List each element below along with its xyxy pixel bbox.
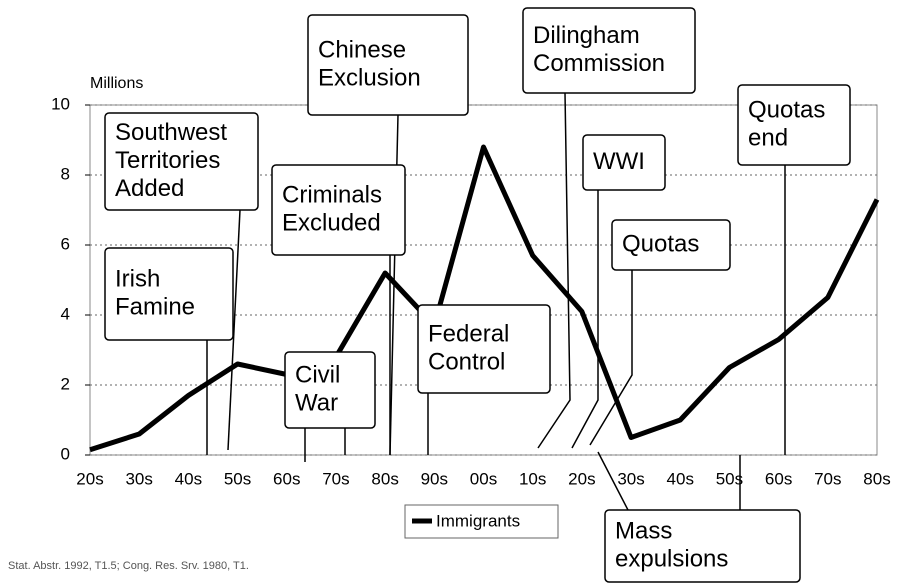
y-tick-label: 2 (61, 374, 70, 393)
annotation-box (104, 112, 259, 211)
annotation-box (307, 14, 469, 116)
annotation-text: Quotas (748, 96, 825, 123)
y-tick-label: 10 (51, 94, 70, 113)
y-axis-label: Millions (90, 75, 143, 92)
source-note: Stat. Abstr. 1992, T1.5; Cong. Res. Srv.… (8, 560, 249, 572)
annotation-text: Civil (295, 361, 340, 388)
x-tick-label: 20s (76, 469, 103, 488)
x-tick-label: 50s (224, 469, 251, 488)
annotation-text: Excluded (282, 209, 381, 236)
legend-label: Immigrants (436, 511, 520, 530)
annotation-box (417, 304, 551, 394)
annotation-box (271, 164, 406, 256)
annotation-text: Territories (115, 147, 220, 174)
x-tick-label: 00s (470, 469, 497, 488)
x-tick-label: 20s (568, 469, 595, 488)
annotation-text: Exclusion (318, 64, 421, 91)
x-tick-label: 30s (125, 469, 152, 488)
annotation-text: Added (115, 175, 184, 202)
y-tick-label: 8 (61, 164, 70, 183)
annotation-leader (597, 451, 629, 511)
x-tick-label: 60s (273, 469, 300, 488)
annotation-text: Criminals (282, 181, 382, 208)
annotation-text: expulsions (615, 545, 728, 572)
annotation-box (284, 351, 376, 429)
annotation-text: Federal (428, 320, 509, 347)
annotation-text: Commission (533, 50, 665, 77)
annotation-box (582, 134, 666, 191)
annotation-box (522, 7, 696, 94)
x-tick-label: 70s (814, 469, 841, 488)
annotation-text: Mass (615, 517, 672, 544)
x-tick-label: 30s (617, 469, 644, 488)
annotation-leader (227, 209, 241, 451)
annotation-text: Famine (115, 293, 195, 320)
x-tick-label: 70s (322, 469, 349, 488)
y-tick-label: 0 (61, 444, 70, 463)
x-tick-label: 40s (175, 469, 202, 488)
annotation-text: War (295, 389, 338, 416)
x-tick-label: 90s (421, 469, 448, 488)
annotation-leader (537, 92, 571, 449)
x-tick-label: 80s (863, 469, 890, 488)
x-tick-label: 80s (371, 469, 398, 488)
annotation-box (604, 509, 801, 583)
x-tick-label: 10s (519, 469, 546, 488)
annotation-text: WWI (593, 148, 645, 175)
annotation-text: Quotas (622, 230, 699, 257)
annotation-text: Irish (115, 265, 160, 292)
y-tick-label: 6 (61, 234, 70, 253)
annotation-text: end (748, 124, 788, 151)
x-tick-label: 60s (765, 469, 792, 488)
annotation-text: Southwest (115, 119, 227, 146)
annotation-leader (589, 270, 633, 446)
annotation-text: Chinese (318, 36, 406, 63)
annotation-box (737, 84, 851, 166)
annotation-text: Control (428, 348, 505, 375)
annotation-text: Dilingham (533, 22, 640, 49)
annotation-leader (571, 190, 599, 449)
x-tick-label: 50s (716, 469, 743, 488)
y-tick-label: 4 (61, 304, 70, 323)
x-tick-label: 40s (667, 469, 694, 488)
annotation-box (104, 247, 234, 341)
annotation-box (611, 219, 731, 271)
plot-frame (89, 104, 878, 456)
line-series (89, 144, 880, 453)
